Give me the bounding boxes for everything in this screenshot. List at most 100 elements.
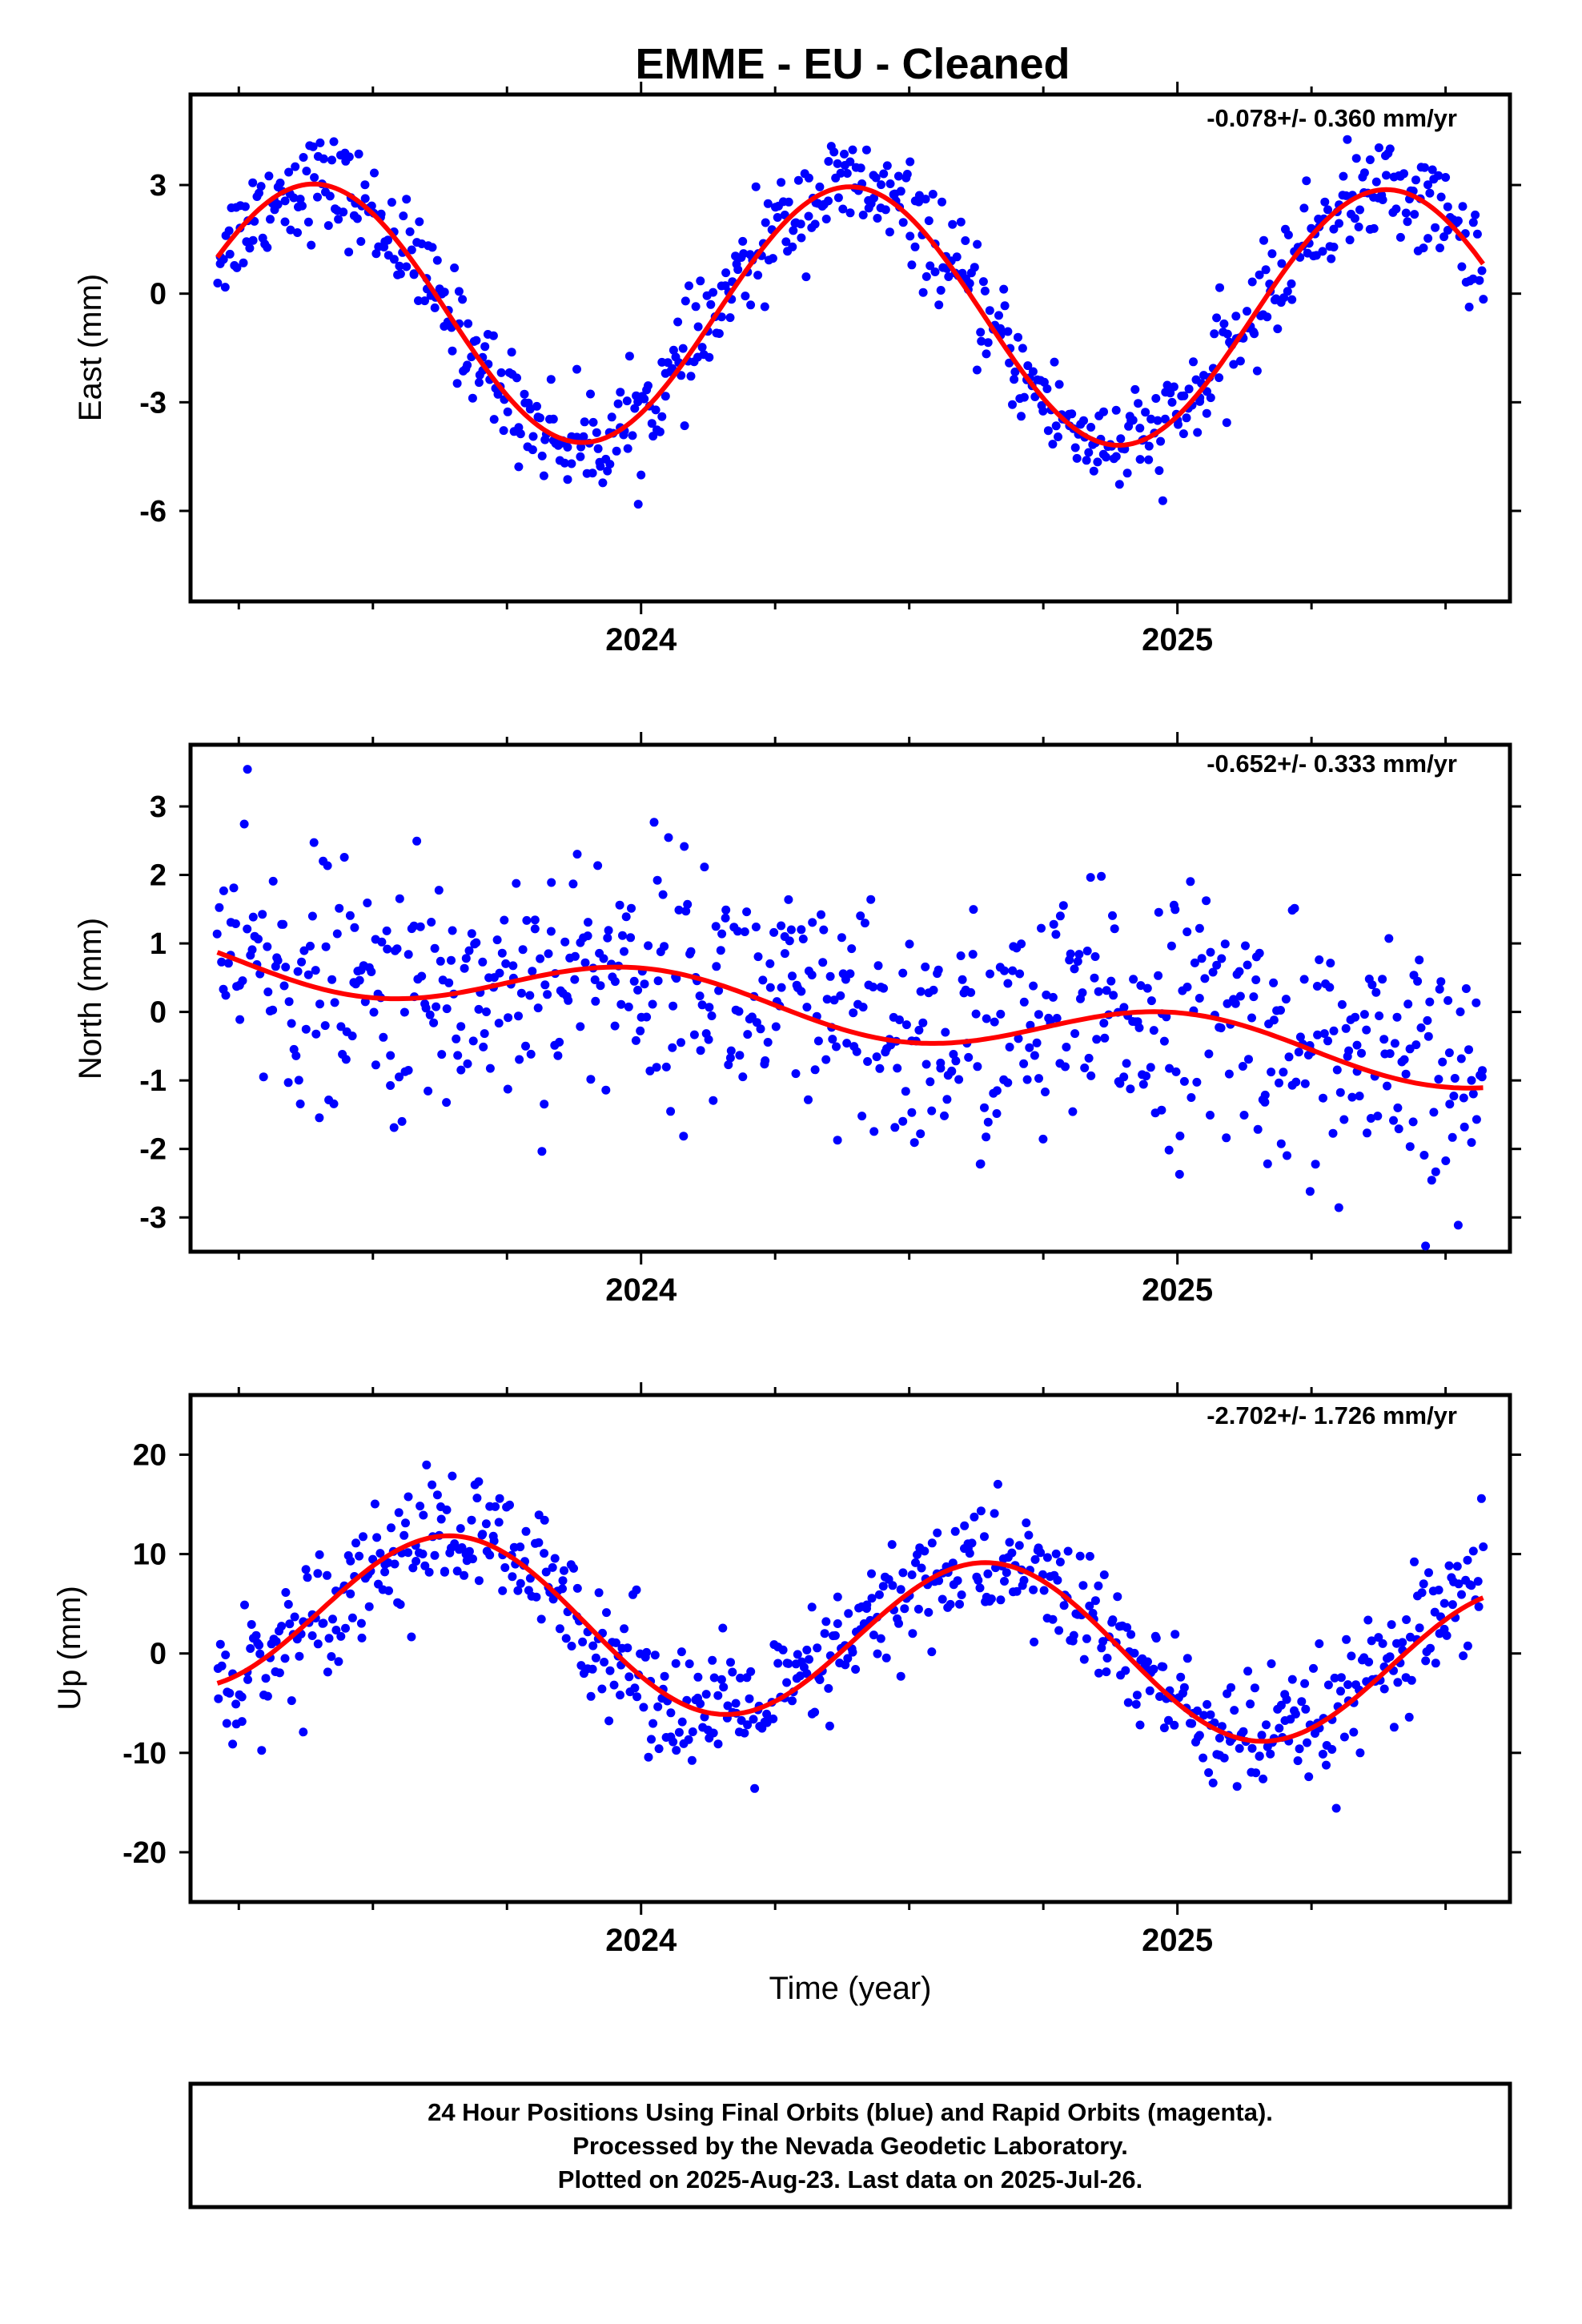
data-point xyxy=(860,919,869,928)
data-point xyxy=(295,1651,304,1661)
data-point xyxy=(213,279,223,287)
data-point xyxy=(833,1619,842,1628)
data-point xyxy=(696,1046,705,1055)
data-point xyxy=(293,228,302,237)
data-point xyxy=(751,182,761,191)
data-point xyxy=(804,173,813,183)
data-point xyxy=(866,895,876,904)
data-point xyxy=(1014,1541,1024,1550)
data-point xyxy=(1206,947,1215,957)
data-point xyxy=(479,1042,488,1051)
data-point xyxy=(1375,1011,1384,1020)
data-point xyxy=(458,295,468,304)
data-point xyxy=(731,1699,741,1708)
data-point xyxy=(1215,283,1224,292)
data-point xyxy=(930,267,940,276)
data-point xyxy=(1411,1040,1421,1050)
data-point xyxy=(313,1639,323,1649)
data-point xyxy=(432,1490,442,1500)
data-point xyxy=(541,1567,551,1577)
data-point xyxy=(576,1661,586,1671)
data-point xyxy=(668,1043,677,1052)
data-point xyxy=(1145,1686,1154,1695)
data-point xyxy=(1249,992,1259,1002)
data-point xyxy=(1282,1695,1291,1704)
data-point xyxy=(263,987,273,997)
data-point xyxy=(1284,1052,1294,1062)
data-point xyxy=(219,255,228,264)
data-point xyxy=(306,941,315,951)
data-point xyxy=(1438,1057,1447,1067)
data-point xyxy=(1423,234,1433,243)
data-point xyxy=(867,1569,876,1578)
data-point xyxy=(1099,1570,1109,1579)
data-point xyxy=(620,947,628,956)
data-point xyxy=(671,1659,681,1668)
data-point xyxy=(498,1586,508,1595)
data-point xyxy=(1051,930,1061,939)
data-point xyxy=(464,319,473,328)
data-point xyxy=(947,1067,957,1076)
data-point xyxy=(797,233,806,243)
data-point xyxy=(528,967,537,976)
data-point xyxy=(432,1002,441,1011)
data-point xyxy=(277,1622,287,1631)
data-point xyxy=(500,1563,510,1572)
data-point xyxy=(1312,982,1322,991)
data-point xyxy=(1138,1080,1148,1089)
data-point xyxy=(1259,1774,1268,1783)
data-point xyxy=(1202,408,1211,418)
data-point xyxy=(528,432,538,441)
y-tick-label: -20 xyxy=(122,1836,167,1870)
data-point xyxy=(464,1546,474,1556)
x-tick-label: 2025 xyxy=(1142,1923,1213,1958)
data-point xyxy=(691,302,701,312)
data-point xyxy=(1332,1065,1342,1075)
data-point xyxy=(728,1667,737,1677)
data-point xyxy=(1367,1636,1376,1646)
data-point xyxy=(1223,999,1232,1008)
data-point xyxy=(1102,986,1111,995)
data-point xyxy=(1447,1132,1457,1142)
data-point xyxy=(1315,1639,1324,1648)
data-point xyxy=(973,239,982,249)
data-point xyxy=(851,1665,861,1674)
data-point xyxy=(896,1585,905,1594)
footer-frame xyxy=(188,2081,1512,2209)
data-point xyxy=(360,180,370,190)
data-point xyxy=(553,1051,563,1060)
data-point xyxy=(700,862,709,872)
data-point xyxy=(1311,1160,1320,1169)
data-point xyxy=(1079,1655,1089,1664)
data-point xyxy=(420,296,429,306)
data-point xyxy=(742,907,752,917)
data-point xyxy=(513,1586,523,1595)
data-point xyxy=(996,1595,1006,1605)
data-point xyxy=(1355,1092,1364,1101)
data-point xyxy=(259,1072,268,1082)
data-point xyxy=(1019,392,1029,402)
data-point xyxy=(1243,960,1252,970)
data-point xyxy=(1154,907,1163,917)
data-point xyxy=(1143,1657,1152,1667)
data-point xyxy=(303,217,313,227)
data-point xyxy=(280,217,290,227)
data-point xyxy=(285,1619,295,1629)
data-point xyxy=(805,1655,813,1664)
data-point xyxy=(788,971,797,981)
data-point xyxy=(840,149,849,159)
data-point xyxy=(1347,1651,1356,1661)
data-point xyxy=(382,926,391,935)
data-point xyxy=(1069,1630,1078,1640)
data-point xyxy=(1222,1133,1231,1143)
data-point xyxy=(1224,1069,1234,1079)
data-point xyxy=(1119,1072,1129,1082)
data-point xyxy=(1162,380,1172,390)
data-point xyxy=(347,1613,357,1622)
data-point xyxy=(514,1011,523,1021)
data-point xyxy=(705,352,714,362)
data-point xyxy=(386,1051,396,1060)
data-point xyxy=(1158,496,1167,505)
data-point xyxy=(286,225,295,235)
data-point xyxy=(467,1515,476,1525)
